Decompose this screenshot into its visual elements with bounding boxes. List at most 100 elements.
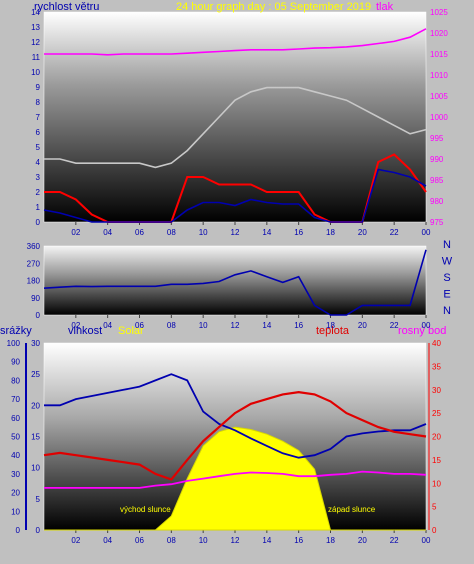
- direction-x-tick-label: 04: [103, 321, 112, 330]
- pressure-y-tick-label: 1020: [430, 29, 448, 38]
- direction-x-tick-label: 16: [294, 321, 303, 330]
- wind-x-tick-label: 20: [358, 228, 367, 237]
- wind-y-tick-label: 2: [36, 188, 41, 197]
- wind-panel: [43, 11, 427, 223]
- wind-x-tick-label: 04: [103, 228, 112, 237]
- climate-x-tick-label: 04: [103, 536, 112, 545]
- climate-x-tick-label: 12: [231, 536, 240, 545]
- solar-label: Solar: [118, 325, 144, 337]
- temperature-y-tick-label: 25: [432, 409, 441, 418]
- wind-y-tick-label: 8: [36, 98, 41, 107]
- rain-y-tick-label: 40: [11, 451, 20, 460]
- climate-x-tick-label: 10: [199, 536, 208, 545]
- temperature-y-tick-label: 30: [432, 386, 441, 395]
- pressure-y-tick-label: 980: [430, 197, 444, 206]
- direction-y-tick-label: 0: [36, 311, 41, 320]
- wind-y-tick-label: 12: [31, 38, 40, 47]
- climate-x-tick-label: 08: [167, 536, 176, 545]
- rain-y-tick-label: 0: [16, 526, 21, 535]
- climate-x-tick-label: 20: [358, 536, 367, 545]
- temperature-y-tick-label: 0: [432, 526, 437, 535]
- climate-x-tick-label: 02: [71, 536, 80, 545]
- rain-y-tick-label: 100: [7, 339, 21, 348]
- pressure-y-tick-label: 1000: [430, 113, 448, 122]
- climate-x-tick-label: 06: [135, 536, 144, 545]
- pressure-axis-label: tlak: [376, 1, 394, 13]
- humidity-y-tick-label: 20: [31, 401, 40, 410]
- wind-y-tick-label: 13: [31, 23, 40, 32]
- pressure-y-tick-label: 1015: [430, 50, 448, 59]
- wind-y-tick-label: 3: [36, 173, 41, 182]
- temperature-y-tick-label: 5: [432, 503, 437, 512]
- pressure-y-tick-label: 1025: [430, 8, 448, 17]
- rain-y-tick-label: 70: [11, 395, 20, 404]
- wind-y-tick-label: 7: [36, 113, 41, 122]
- direction-x-tick-label: 14: [262, 321, 271, 330]
- wind-y-tick-label: 6: [36, 128, 41, 137]
- solar-area: [44, 426, 426, 531]
- series-line-grey: [44, 86, 427, 169]
- humidity-y-tick-label: 15: [31, 433, 40, 442]
- direction-y-tick-label: 270: [27, 259, 41, 268]
- wind-x-tick-label: 00: [422, 228, 431, 237]
- compass-label: N: [443, 239, 451, 251]
- direction-x-tick-label: 22: [390, 321, 399, 330]
- climate-x-tick-label: 16: [294, 536, 303, 545]
- humidity-y-tick-label: 25: [31, 370, 40, 379]
- wind-y-tick-label: 14: [31, 8, 40, 17]
- sunrise-annotation: východ slunce: [120, 505, 171, 514]
- rain-y-tick-label: 80: [11, 376, 20, 385]
- sunset-annotation: západ slunce: [328, 505, 376, 514]
- climate-x-tick-label: 00: [422, 536, 431, 545]
- humidity-label: vlhkost: [68, 325, 102, 337]
- climate-x-tick-label: 18: [326, 536, 335, 545]
- temperature-y-tick-label: 15: [432, 456, 441, 465]
- pressure-y-tick-label: 975: [430, 218, 444, 227]
- wind-x-tick-label: 16: [294, 228, 303, 237]
- wind-x-tick-label: 02: [71, 228, 80, 237]
- series-line-humidity: [44, 373, 427, 459]
- pressure-y-tick-label: 1010: [430, 71, 448, 80]
- pressure-y-tick-label: 985: [430, 176, 444, 185]
- direction-x-tick-label: 06: [135, 321, 144, 330]
- direction-x-tick-label: 12: [231, 321, 240, 330]
- wind-y-tick-label: 4: [36, 158, 41, 167]
- rain-y-tick-label: 10: [11, 507, 20, 516]
- pressure-y-tick-label: 990: [430, 155, 444, 164]
- wind-x-tick-label: 10: [199, 228, 208, 237]
- temperature-y-tick-label: 10: [432, 479, 441, 488]
- wind-x-tick-label: 14: [262, 228, 271, 237]
- wind-x-tick-label: 06: [135, 228, 144, 237]
- wind-y-tick-label: 0: [36, 218, 41, 227]
- wind-y-tick-label: 1: [36, 203, 41, 212]
- wind-x-tick-label: 12: [231, 228, 240, 237]
- pressure-y-tick-label: 995: [430, 134, 444, 143]
- humidity-y-tick-label: 30: [31, 339, 40, 348]
- temperature-y-tick-label: 35: [432, 362, 441, 371]
- humidity-y-tick-label: 10: [31, 464, 40, 473]
- compass-label: N: [443, 305, 451, 317]
- rain-y-tick-label: 50: [11, 433, 20, 442]
- wind-x-tick-label: 18: [326, 228, 335, 237]
- direction-y-tick-label: 360: [27, 242, 41, 251]
- series-line-dewpoint: [44, 470, 427, 489]
- rain-y-tick-label: 30: [11, 470, 20, 479]
- wind-y-tick-label: 5: [36, 143, 41, 152]
- wind-y-tick-label: 9: [36, 83, 41, 92]
- direction-y-tick-label: 180: [27, 277, 41, 286]
- series-line-pressure: [44, 28, 427, 56]
- wind-x-tick-label: 08: [167, 228, 176, 237]
- climate-x-tick-label: 14: [262, 536, 271, 545]
- wind-y-tick-label: 10: [31, 68, 40, 77]
- direction-x-tick-label: 02: [71, 321, 80, 330]
- rain-y-tick-label: 90: [11, 358, 20, 367]
- temperature-y-tick-label: 40: [432, 339, 441, 348]
- temperature-y-tick-label: 20: [432, 433, 441, 442]
- rain-y-tick-label: 20: [11, 489, 20, 498]
- rain-y-tick-label: 60: [11, 414, 20, 423]
- humidity-y-tick-label: 0: [36, 526, 41, 535]
- series-line-direction: [43, 249, 427, 316]
- direction-x-tick-label: 18: [326, 321, 335, 330]
